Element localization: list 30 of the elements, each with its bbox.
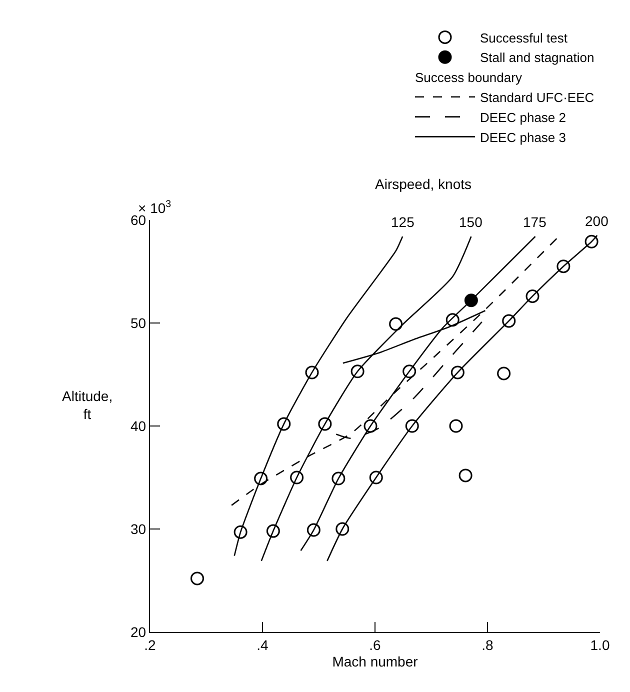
x-axis-title: Mach number bbox=[332, 653, 418, 670]
point bbox=[497, 366, 511, 380]
x-tick-label: 1.0 bbox=[590, 636, 610, 653]
y-tick-label: 20 bbox=[130, 624, 146, 640]
point bbox=[389, 317, 403, 331]
legend-label: DEEC phase 2 bbox=[480, 110, 566, 125]
y-tick-label: 40 bbox=[130, 418, 146, 434]
x-tick-label: .8 bbox=[482, 636, 494, 653]
legend-title: Success boundary bbox=[415, 70, 522, 86]
series-label: 125 bbox=[391, 214, 415, 230]
series-label: 200 bbox=[585, 213, 609, 229]
legend-label: Standard UFC·EEC bbox=[480, 90, 594, 105]
y-tick-label: 30 bbox=[130, 520, 146, 537]
legend-label: Successful test bbox=[480, 30, 568, 46]
point bbox=[464, 294, 478, 308]
x-tick-label: .6 bbox=[369, 636, 382, 653]
legend-label: DEEC phase 3 bbox=[480, 130, 566, 145]
legend-label: Stall and stagnation bbox=[480, 50, 594, 66]
x-tick-label: .2 bbox=[144, 636, 156, 653]
y-tick-label: 50 bbox=[130, 314, 146, 331]
point bbox=[449, 419, 463, 433]
line-series bbox=[326, 234, 598, 562]
point bbox=[458, 468, 472, 482]
y-axis-title: Altitude, ft bbox=[62, 388, 113, 422]
series-label: 150 bbox=[459, 214, 483, 230]
x-tick-label: .4 bbox=[256, 636, 269, 653]
point bbox=[190, 572, 204, 586]
series-label: 175 bbox=[523, 214, 547, 230]
line-series bbox=[336, 321, 483, 440]
text: Airspeed, knots bbox=[375, 176, 472, 192]
